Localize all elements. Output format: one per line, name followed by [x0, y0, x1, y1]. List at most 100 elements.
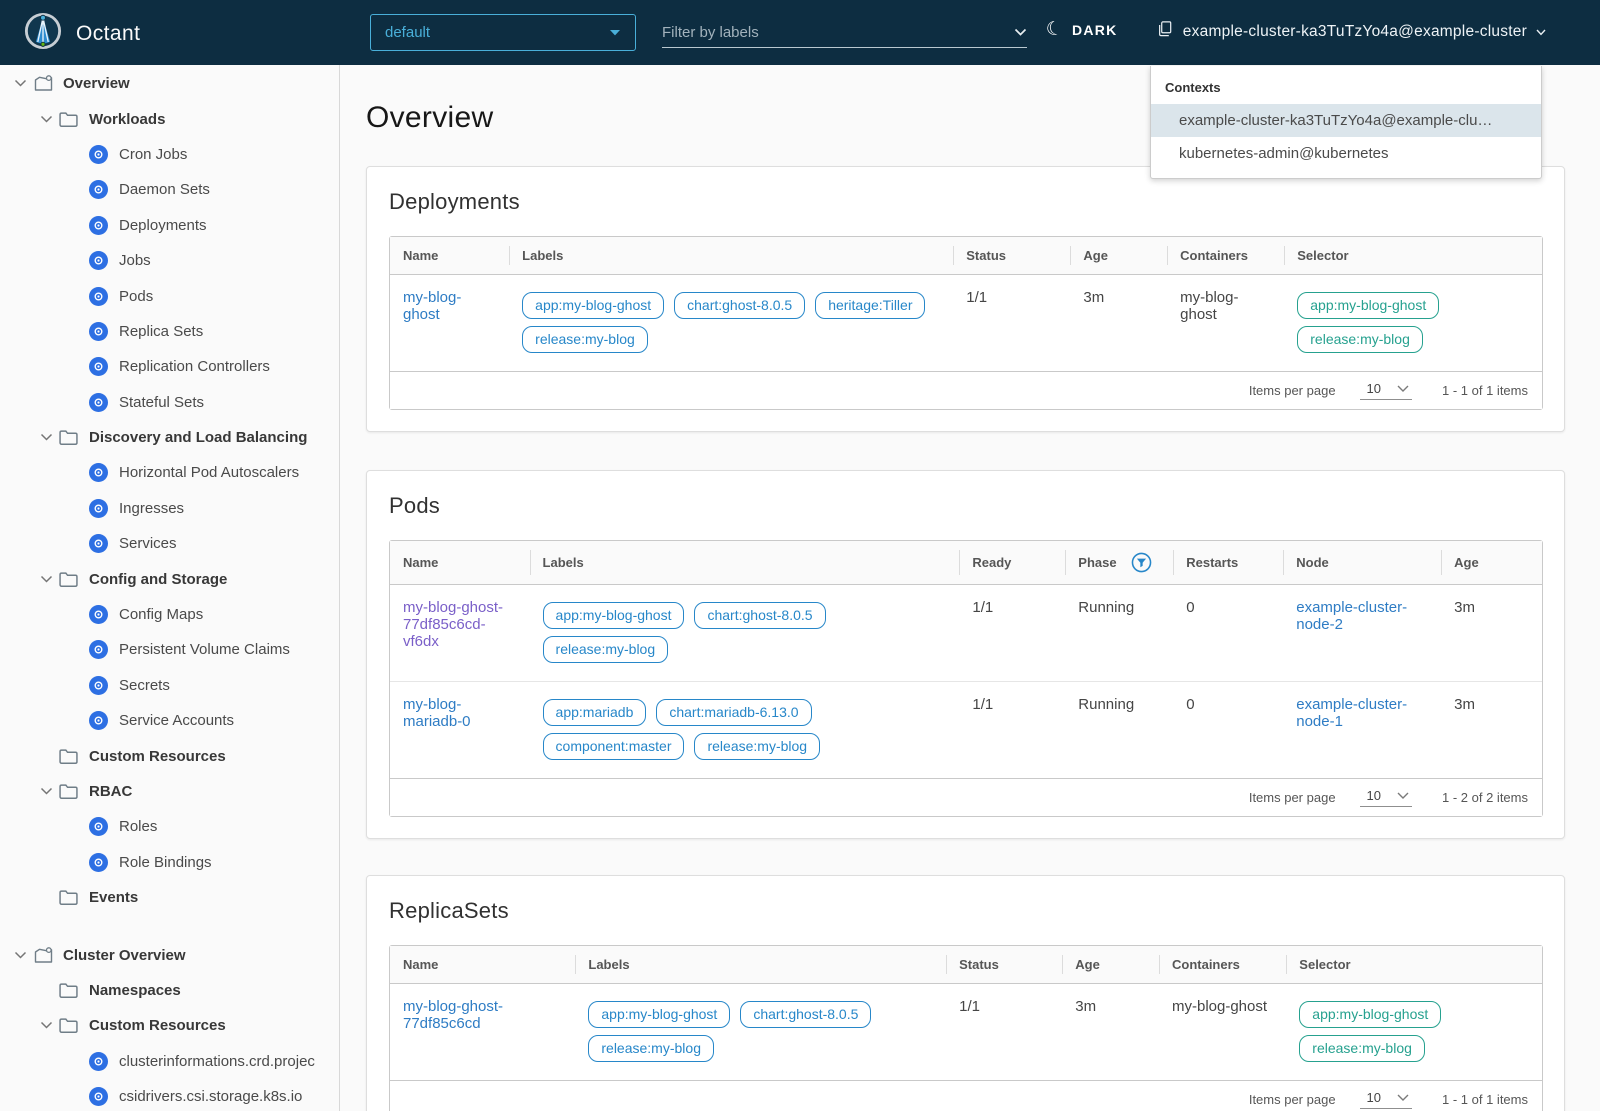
- sidebar-item-clusterinformations-crd-projec[interactable]: clusterinformations.crd.projec: [0, 1044, 339, 1079]
- sidebar-item-jobs[interactable]: Jobs: [0, 243, 339, 278]
- items-per-page-select[interactable]: 10: [1359, 381, 1413, 400]
- theme-toggle[interactable]: ☾ DARK: [1044, 17, 1118, 41]
- chevron-down-icon[interactable]: [33, 433, 59, 442]
- sidebar-item-service-accounts[interactable]: Service Accounts: [0, 703, 339, 738]
- sidebar-item-config-and-storage[interactable]: Config and Storage: [0, 561, 339, 596]
- column-header-labels: Labels: [575, 946, 947, 984]
- context-menu-item[interactable]: example-cluster-ka3TuTzYo4a@example-clu…: [1151, 104, 1541, 137]
- items-per-page-select[interactable]: 10: [1359, 1090, 1413, 1109]
- sidebar-item-persistent-volume-claims[interactable]: Persistent Volume Claims: [0, 632, 339, 667]
- folder-icon: [59, 1017, 89, 1034]
- sidebar-item-replica-sets[interactable]: Replica Sets: [0, 314, 339, 349]
- resource-name-link[interactable]: my-blog-ghost-77df85c6cd: [403, 998, 504, 1032]
- sidebar-item-label: Pods: [119, 287, 154, 305]
- sidebar-item-stateful-sets[interactable]: Stateful Sets: [0, 385, 339, 420]
- chevron-down-icon[interactable]: [7, 79, 33, 88]
- namespace-select[interactable]: default: [370, 14, 636, 51]
- label-pill[interactable]: release:my-blog: [522, 326, 648, 353]
- folder-icon: [59, 429, 89, 446]
- pagination-range: 1 - 1 of 1 items: [1442, 1092, 1528, 1107]
- sidebar-item-workloads[interactable]: Workloads: [0, 101, 339, 136]
- theme-toggle-label: DARK: [1072, 21, 1118, 38]
- label-pill[interactable]: app:mariadb: [542, 699, 647, 726]
- sidebar-item-rbac[interactable]: RBAC: [0, 774, 339, 809]
- label-pill[interactable]: release:my-blog: [542, 636, 669, 663]
- resource-name-link[interactable]: my-blog-ghost: [403, 289, 462, 323]
- selector-pill[interactable]: app:my-blog-ghost: [1297, 292, 1440, 319]
- pods-card-title: Pods: [389, 493, 441, 518]
- sidebar-item-ingresses[interactable]: Ingresses: [0, 491, 339, 526]
- selector-pill[interactable]: release:my-blog: [1299, 1035, 1425, 1062]
- sidebar-item-daemon-sets[interactable]: Daemon Sets: [0, 172, 339, 207]
- node-link[interactable]: example-cluster-node-1: [1296, 696, 1408, 730]
- sidebar-item-replication-controllers[interactable]: Replication Controllers: [0, 349, 339, 384]
- column-header-name: Name: [390, 541, 530, 585]
- label-pill[interactable]: app:my-blog-ghost: [542, 602, 685, 629]
- resource-icon: [89, 711, 119, 731]
- chevron-down-icon[interactable]: [7, 951, 33, 960]
- label-pill[interactable]: component:master: [542, 733, 685, 760]
- sidebar-item-label: Cluster Overview: [63, 946, 186, 964]
- column-header-containers: Containers: [1158, 946, 1287, 984]
- selector-pill[interactable]: release:my-blog: [1297, 326, 1423, 353]
- sidebar-item-discovery-and-load-balancing[interactable]: Discovery and Load Balancing: [0, 420, 339, 455]
- label-pill[interactable]: chart:ghost-8.0.5: [694, 602, 826, 629]
- context-menu-item[interactable]: kubernetes-admin@kubernetes: [1179, 145, 1389, 162]
- sidebar-item-csidrivers-csi-storage-k8s-io[interactable]: csidrivers.csi.storage.k8s.io: [0, 1079, 339, 1111]
- chevron-down-icon[interactable]: [33, 787, 59, 796]
- kubernetes-resource-icon: [89, 357, 108, 377]
- sidebar-item-horizontal-pod-autoscalers[interactable]: Horizontal Pod Autoscalers: [0, 455, 339, 490]
- sidebar-item-label: Jobs: [119, 252, 151, 270]
- items-per-page-value: 10: [1366, 381, 1382, 396]
- label-pill[interactable]: chart:ghost-8.0.5: [740, 1001, 872, 1028]
- label-pill[interactable]: release:my-blog: [694, 733, 821, 760]
- label-pill[interactable]: app:my-blog-ghost: [588, 1001, 731, 1028]
- sidebar-item-custom-resources[interactable]: Custom Resources: [0, 1008, 339, 1043]
- label-pill[interactable]: app:my-blog-ghost: [522, 292, 665, 319]
- cell-age: 3m: [1441, 585, 1542, 681]
- column-header-age: Age: [1062, 946, 1159, 984]
- resource-name-link[interactable]: my-blog-mariadb-0: [403, 696, 471, 730]
- sidebar-item-custom-resources[interactable]: Custom Resources: [0, 738, 339, 773]
- sidebar-item-deployments[interactable]: Deployments: [0, 208, 339, 243]
- label-pill[interactable]: chart:mariadb-6.13.0: [656, 699, 812, 726]
- label-pill[interactable]: chart:ghost-8.0.5: [674, 292, 806, 319]
- sidebar-item-events[interactable]: Events: [0, 880, 339, 915]
- sidebar-item-label: clusterinformations.crd.projec: [119, 1052, 315, 1070]
- sidebar-item-label: Events: [89, 889, 139, 907]
- selector-pill[interactable]: app:my-blog-ghost: [1299, 1001, 1442, 1028]
- column-header-selectors: Selector: [1286, 946, 1542, 984]
- sidebar-item-services[interactable]: Services: [0, 526, 339, 561]
- sidebar-item-label: Roles: [119, 818, 158, 836]
- sidebar-item-roles[interactable]: Roles: [0, 809, 339, 844]
- resource-icon: [89, 215, 119, 235]
- label-filter-input[interactable]: Filter by labels: [662, 18, 1027, 48]
- per-page-chevron-icon: [1397, 1094, 1409, 1102]
- cell-labels: app:mariadb chart:mariadb-6.13.0 component…: [529, 681, 960, 778]
- sidebar-item-namespaces[interactable]: Namespaces: [0, 973, 339, 1008]
- context-switcher[interactable]: example-cluster-ka3TuTzYo4a@example-clus…: [1157, 20, 1546, 43]
- cell-phase: Running: [1065, 681, 1174, 778]
- filter-icon[interactable]: [1131, 552, 1152, 573]
- sidebar-item-cluster-overview[interactable]: Cluster Overview: [0, 937, 339, 972]
- sidebar-item-overview[interactable]: Overview: [0, 66, 339, 101]
- sidebar-item-config-maps[interactable]: Config Maps: [0, 597, 339, 632]
- resource-icon: [89, 251, 119, 271]
- label-pill[interactable]: release:my-blog: [588, 1035, 714, 1062]
- chevron-down-icon[interactable]: [33, 115, 59, 124]
- label-pill[interactable]: heritage:Tiller: [815, 292, 926, 319]
- sidebar-item-label: Services: [119, 535, 177, 553]
- pods-card: Pods Name Labels Ready Phase Restarts Node Age m…: [366, 470, 1565, 839]
- pagination-bar: Items per page 10 1 - 1 of 1 items: [404, 381, 1539, 400]
- chevron-down-icon[interactable]: [33, 575, 59, 584]
- node-link[interactable]: example-cluster-node-2: [1296, 599, 1408, 633]
- chevron-down-icon[interactable]: [33, 1021, 59, 1030]
- resource-icon: [89, 498, 119, 518]
- resource-name-link[interactable]: my-blog-ghost-77df85c6cd-vf6dx: [403, 599, 504, 650]
- sidebar-item-pods[interactable]: Pods: [0, 278, 339, 313]
- sidebar-item-secrets[interactable]: Secrets: [0, 668, 339, 703]
- resource-icon: [89, 1051, 119, 1071]
- items-per-page-select[interactable]: 10: [1359, 788, 1413, 807]
- sidebar-item-cron-jobs[interactable]: Cron Jobs: [0, 137, 339, 172]
- sidebar-item-role-bindings[interactable]: Role Bindings: [0, 845, 339, 880]
